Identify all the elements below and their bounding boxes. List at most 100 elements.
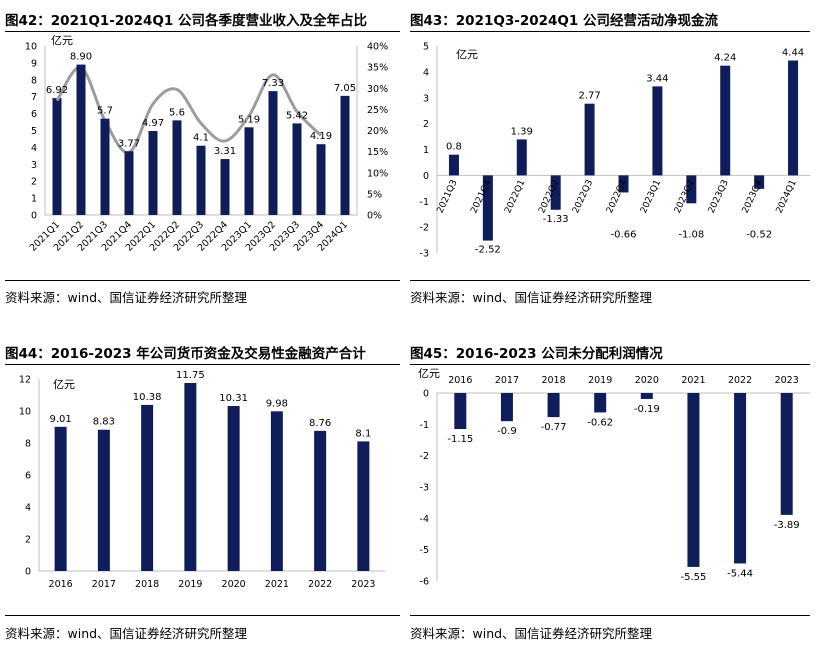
x-tick-label: 2018 xyxy=(541,375,565,386)
bar xyxy=(268,91,278,215)
x-tick-label: 2022Q3 xyxy=(571,178,595,215)
bar xyxy=(244,127,254,215)
y-tick-label: 12 xyxy=(19,375,31,386)
y-tick-label: 0 xyxy=(423,389,429,400)
data-label: -0.9 xyxy=(497,426,517,437)
y-tick-label: 6 xyxy=(31,109,37,120)
y-tick-label: -5 xyxy=(420,545,429,556)
data-label: 5.19 xyxy=(238,114,260,125)
x-tick-label: 2016 xyxy=(49,579,73,590)
data-label: 8.83 xyxy=(93,417,115,428)
panel-fig45: 图45：2016-2023 公司未分配利润情况 -6 -5 -4 -3 -2 -1 0 亿元 -… xyxy=(410,333,815,647)
bar xyxy=(314,430,327,571)
data-label: 3.77 xyxy=(118,138,140,149)
x-tick-label: 2017 xyxy=(92,579,116,590)
y-tick-label: 8 xyxy=(31,75,37,86)
bar xyxy=(97,429,110,571)
bar xyxy=(754,175,765,189)
y-tick-label: 7 xyxy=(31,92,37,103)
x-tick-label: 2019 xyxy=(588,375,612,386)
source-rule xyxy=(410,615,810,616)
y-tick-label: 0 xyxy=(31,211,37,222)
x-tick-label: 2016 xyxy=(448,375,472,386)
data-label: 9.98 xyxy=(266,398,288,409)
title-rule xyxy=(410,364,810,365)
chart-title: 图42：2021Q1-2024Q1 公司各季度营业收入及全年占比 xyxy=(5,13,367,29)
bar xyxy=(292,123,302,215)
y-tick-label: 1 xyxy=(31,194,37,205)
bar xyxy=(618,175,629,193)
y-tick-label: 2 xyxy=(423,119,429,130)
y-tick-label: 6 xyxy=(25,471,31,482)
bar xyxy=(54,426,67,571)
chart-svg: 0 2 4 6 8 10 12 亿元 9.01 8.83 10.38 11.75 10.31 9.98 8.… xyxy=(19,370,385,590)
data-label: 7.05 xyxy=(334,83,356,94)
data-label: 11.75 xyxy=(176,370,205,381)
panel-fig44: 图44：2016-2023 年公司货币资金及交易性金融资产合计 0 2 4 6 8 10 1… xyxy=(5,333,400,647)
y-tick-label: 0 xyxy=(25,567,31,578)
unit-label: 亿元 xyxy=(456,48,478,61)
data-label: 5.6 xyxy=(169,107,185,118)
bar xyxy=(686,175,697,204)
source-rule xyxy=(5,615,400,616)
y-tick-label: 10 xyxy=(19,407,31,418)
x-tick-label: 2022Q1 xyxy=(503,178,527,215)
data-label: -0.66 xyxy=(611,229,637,240)
x-tick-label: 2020 xyxy=(222,579,246,590)
source-note: 资料来源：wind、国信证券经济研究所整理 xyxy=(410,626,653,641)
data-label: 4.97 xyxy=(142,118,164,129)
data-label: 8.90 xyxy=(70,52,92,63)
y-tick-label: 0 xyxy=(423,171,429,182)
data-label: 4.24 xyxy=(714,53,736,64)
data-label: -0.62 xyxy=(587,417,613,428)
y-tick-label: 8 xyxy=(25,439,31,450)
y2-tick-label: 35% xyxy=(367,63,388,74)
bar xyxy=(594,393,607,413)
bar xyxy=(788,60,799,176)
chart-title: 图43：2021Q3-2024Q1 公司经营活动净现金流 xyxy=(410,13,718,29)
y-tick-label: -6 xyxy=(420,577,429,588)
x-tick-label: 2023Q1 xyxy=(639,178,663,215)
x-tick-label: 2023 xyxy=(351,579,375,590)
bar xyxy=(550,175,561,210)
bar xyxy=(270,411,283,571)
y-tick-label: -2 xyxy=(420,223,429,234)
bar xyxy=(454,393,467,430)
bar xyxy=(141,404,154,571)
data-label: 1.39 xyxy=(511,126,533,137)
bar xyxy=(516,139,527,176)
y-tick-label: 5 xyxy=(31,126,37,137)
data-label: 5.7 xyxy=(97,106,113,117)
x-tick-label: 2022 xyxy=(308,579,332,590)
bar xyxy=(100,118,110,215)
source-note: 资料来源：wind、国信证券经济研究所整理 xyxy=(5,290,248,305)
x-tick-label: 2021 xyxy=(265,579,289,590)
x-tick-label: 2022 xyxy=(728,375,752,386)
bar xyxy=(316,144,326,215)
data-label: 7.33 xyxy=(262,78,284,89)
data-label: -1.08 xyxy=(678,229,704,240)
y-tick-label: -1 xyxy=(420,197,429,208)
data-label: 4.1 xyxy=(193,133,209,144)
y2-tick-label: 10% xyxy=(367,168,388,179)
data-label: -1.33 xyxy=(543,214,569,225)
y2-tick-label: 5% xyxy=(367,189,382,200)
y-tick-label: -2 xyxy=(420,451,429,462)
data-label: -1.15 xyxy=(447,434,473,445)
data-label: 4.44 xyxy=(782,47,804,58)
bar xyxy=(448,154,459,176)
bar xyxy=(357,441,370,571)
x-tick-label: 2023Q3 xyxy=(707,178,731,215)
data-label: 3.44 xyxy=(646,73,668,84)
data-label: 10.31 xyxy=(219,393,248,404)
chart-title: 图44：2016-2023 年公司货币资金及交易性金融资产合计 xyxy=(5,346,366,362)
y-tick-label: 2 xyxy=(25,535,31,546)
y-tick-label: 3 xyxy=(423,93,429,104)
data-label: -0.52 xyxy=(746,229,772,240)
x-tick-label: 2023 xyxy=(775,375,799,386)
y2-tick-label: 30% xyxy=(367,84,388,95)
source-rule xyxy=(410,280,810,281)
unit-label: 亿元 xyxy=(418,367,440,380)
bar xyxy=(340,95,350,215)
x-tick-label: 2022Q4 xyxy=(605,178,629,215)
